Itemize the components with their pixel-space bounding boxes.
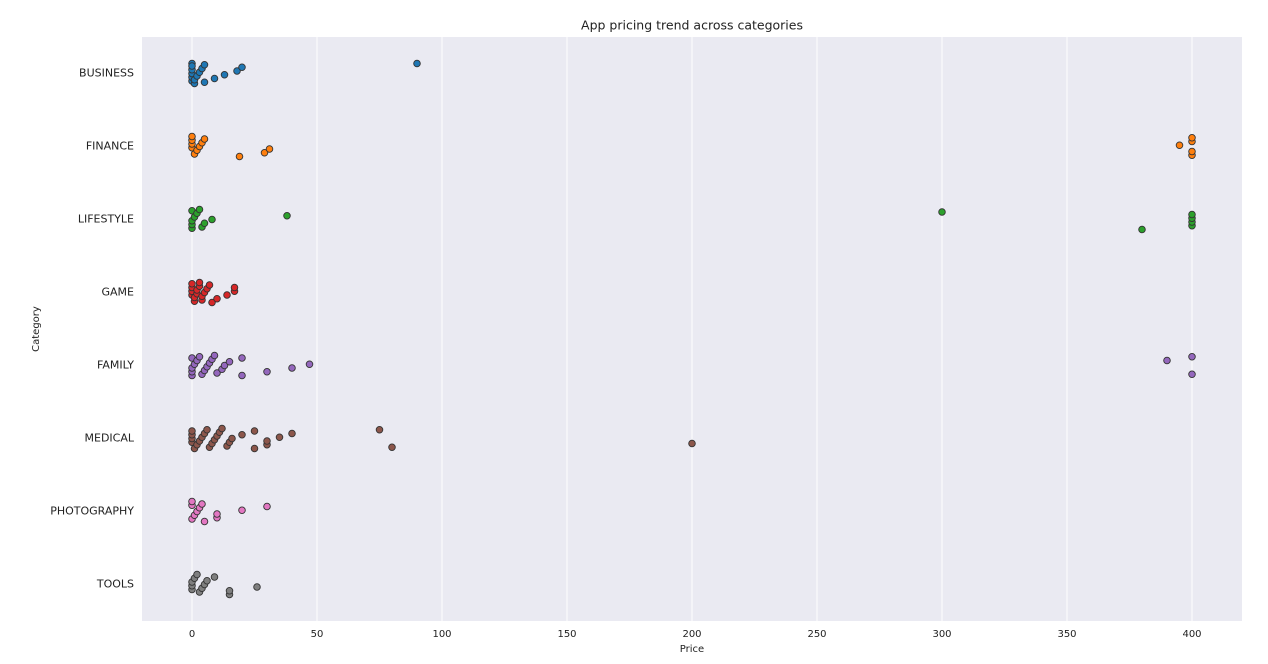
data-point xyxy=(188,132,196,141)
data-point xyxy=(253,583,261,591)
data-point xyxy=(1175,141,1184,149)
x-tick-label: 0 xyxy=(189,629,195,640)
y-tick-label: MEDICAL xyxy=(85,432,135,445)
data-point xyxy=(213,369,221,377)
data-point xyxy=(223,291,231,299)
y-tick-label: LIFESTYLE xyxy=(78,213,134,226)
data-point xyxy=(238,63,246,72)
data-point xyxy=(238,431,246,439)
y-tick-label: PHOTOGRAPHY xyxy=(50,505,134,518)
data-point xyxy=(1188,370,1196,379)
data-point xyxy=(1188,210,1196,219)
data-point xyxy=(200,219,209,227)
y-tick-label: FINANCE xyxy=(86,140,134,153)
data-point xyxy=(263,502,271,511)
data-point xyxy=(288,364,296,372)
data-point xyxy=(238,354,246,362)
y-tick-label: TOOLS xyxy=(96,578,134,591)
data-point xyxy=(208,215,216,224)
data-point xyxy=(200,61,209,69)
data-point xyxy=(195,205,204,214)
data-point xyxy=(203,426,211,434)
data-point xyxy=(200,78,209,86)
y-axis-label: Category xyxy=(31,306,42,352)
data-point xyxy=(1188,147,1196,156)
data-point xyxy=(210,351,219,360)
data-point xyxy=(1163,356,1171,365)
data-point xyxy=(250,444,259,453)
data-point xyxy=(265,145,274,153)
x-tick-label: 200 xyxy=(682,629,701,640)
x-tick-label: 400 xyxy=(1182,629,1201,640)
data-point xyxy=(230,283,239,292)
data-point xyxy=(1188,133,1196,142)
data-point xyxy=(188,427,196,435)
data-point xyxy=(238,506,246,515)
data-point xyxy=(218,424,226,433)
data-point xyxy=(375,426,384,434)
data-point xyxy=(238,371,246,380)
data-point xyxy=(413,59,421,68)
data-point xyxy=(188,280,196,288)
data-point xyxy=(250,427,259,435)
data-point xyxy=(1138,225,1146,234)
y-tick-label: FAMILY xyxy=(97,359,134,372)
data-point xyxy=(210,74,219,83)
data-point xyxy=(288,429,296,438)
data-point xyxy=(305,360,314,369)
data-point xyxy=(200,135,209,143)
data-point xyxy=(263,437,271,445)
x-tick-label: 50 xyxy=(311,629,324,640)
data-point xyxy=(220,70,229,79)
data-point xyxy=(220,361,229,370)
data-point xyxy=(388,443,396,452)
data-point xyxy=(208,298,216,307)
data-point xyxy=(210,573,219,581)
data-point xyxy=(283,211,291,220)
x-tick-label: 350 xyxy=(1057,629,1076,640)
data-point xyxy=(233,67,241,75)
y-tick-label: GAME xyxy=(102,286,135,299)
data-point xyxy=(1188,353,1196,361)
data-point xyxy=(228,434,236,443)
data-point xyxy=(205,281,214,289)
data-point xyxy=(213,510,221,518)
data-point xyxy=(260,148,269,157)
data-point xyxy=(688,439,696,448)
data-point xyxy=(225,358,234,366)
data-point xyxy=(193,570,201,579)
data-point xyxy=(188,62,196,70)
data-point xyxy=(188,497,196,506)
data-point xyxy=(203,577,211,585)
data-point xyxy=(275,433,284,442)
data-point xyxy=(225,587,234,595)
x-tick-label: 100 xyxy=(432,629,451,640)
data-point xyxy=(195,353,204,361)
data-point xyxy=(195,278,204,287)
x-tick-label: 150 xyxy=(557,629,576,640)
chart-title: App pricing trend across categories xyxy=(581,18,803,33)
x-tick-label: 300 xyxy=(932,629,951,640)
data-point xyxy=(938,208,946,216)
x-axis-label: Price xyxy=(680,644,704,655)
y-tick-label: BUSINESS xyxy=(79,67,134,80)
x-tick-label: 250 xyxy=(807,629,826,640)
data-point xyxy=(198,500,206,508)
data-point xyxy=(213,295,221,303)
data-point xyxy=(263,368,271,376)
data-point xyxy=(235,152,244,161)
data-point xyxy=(200,517,209,526)
